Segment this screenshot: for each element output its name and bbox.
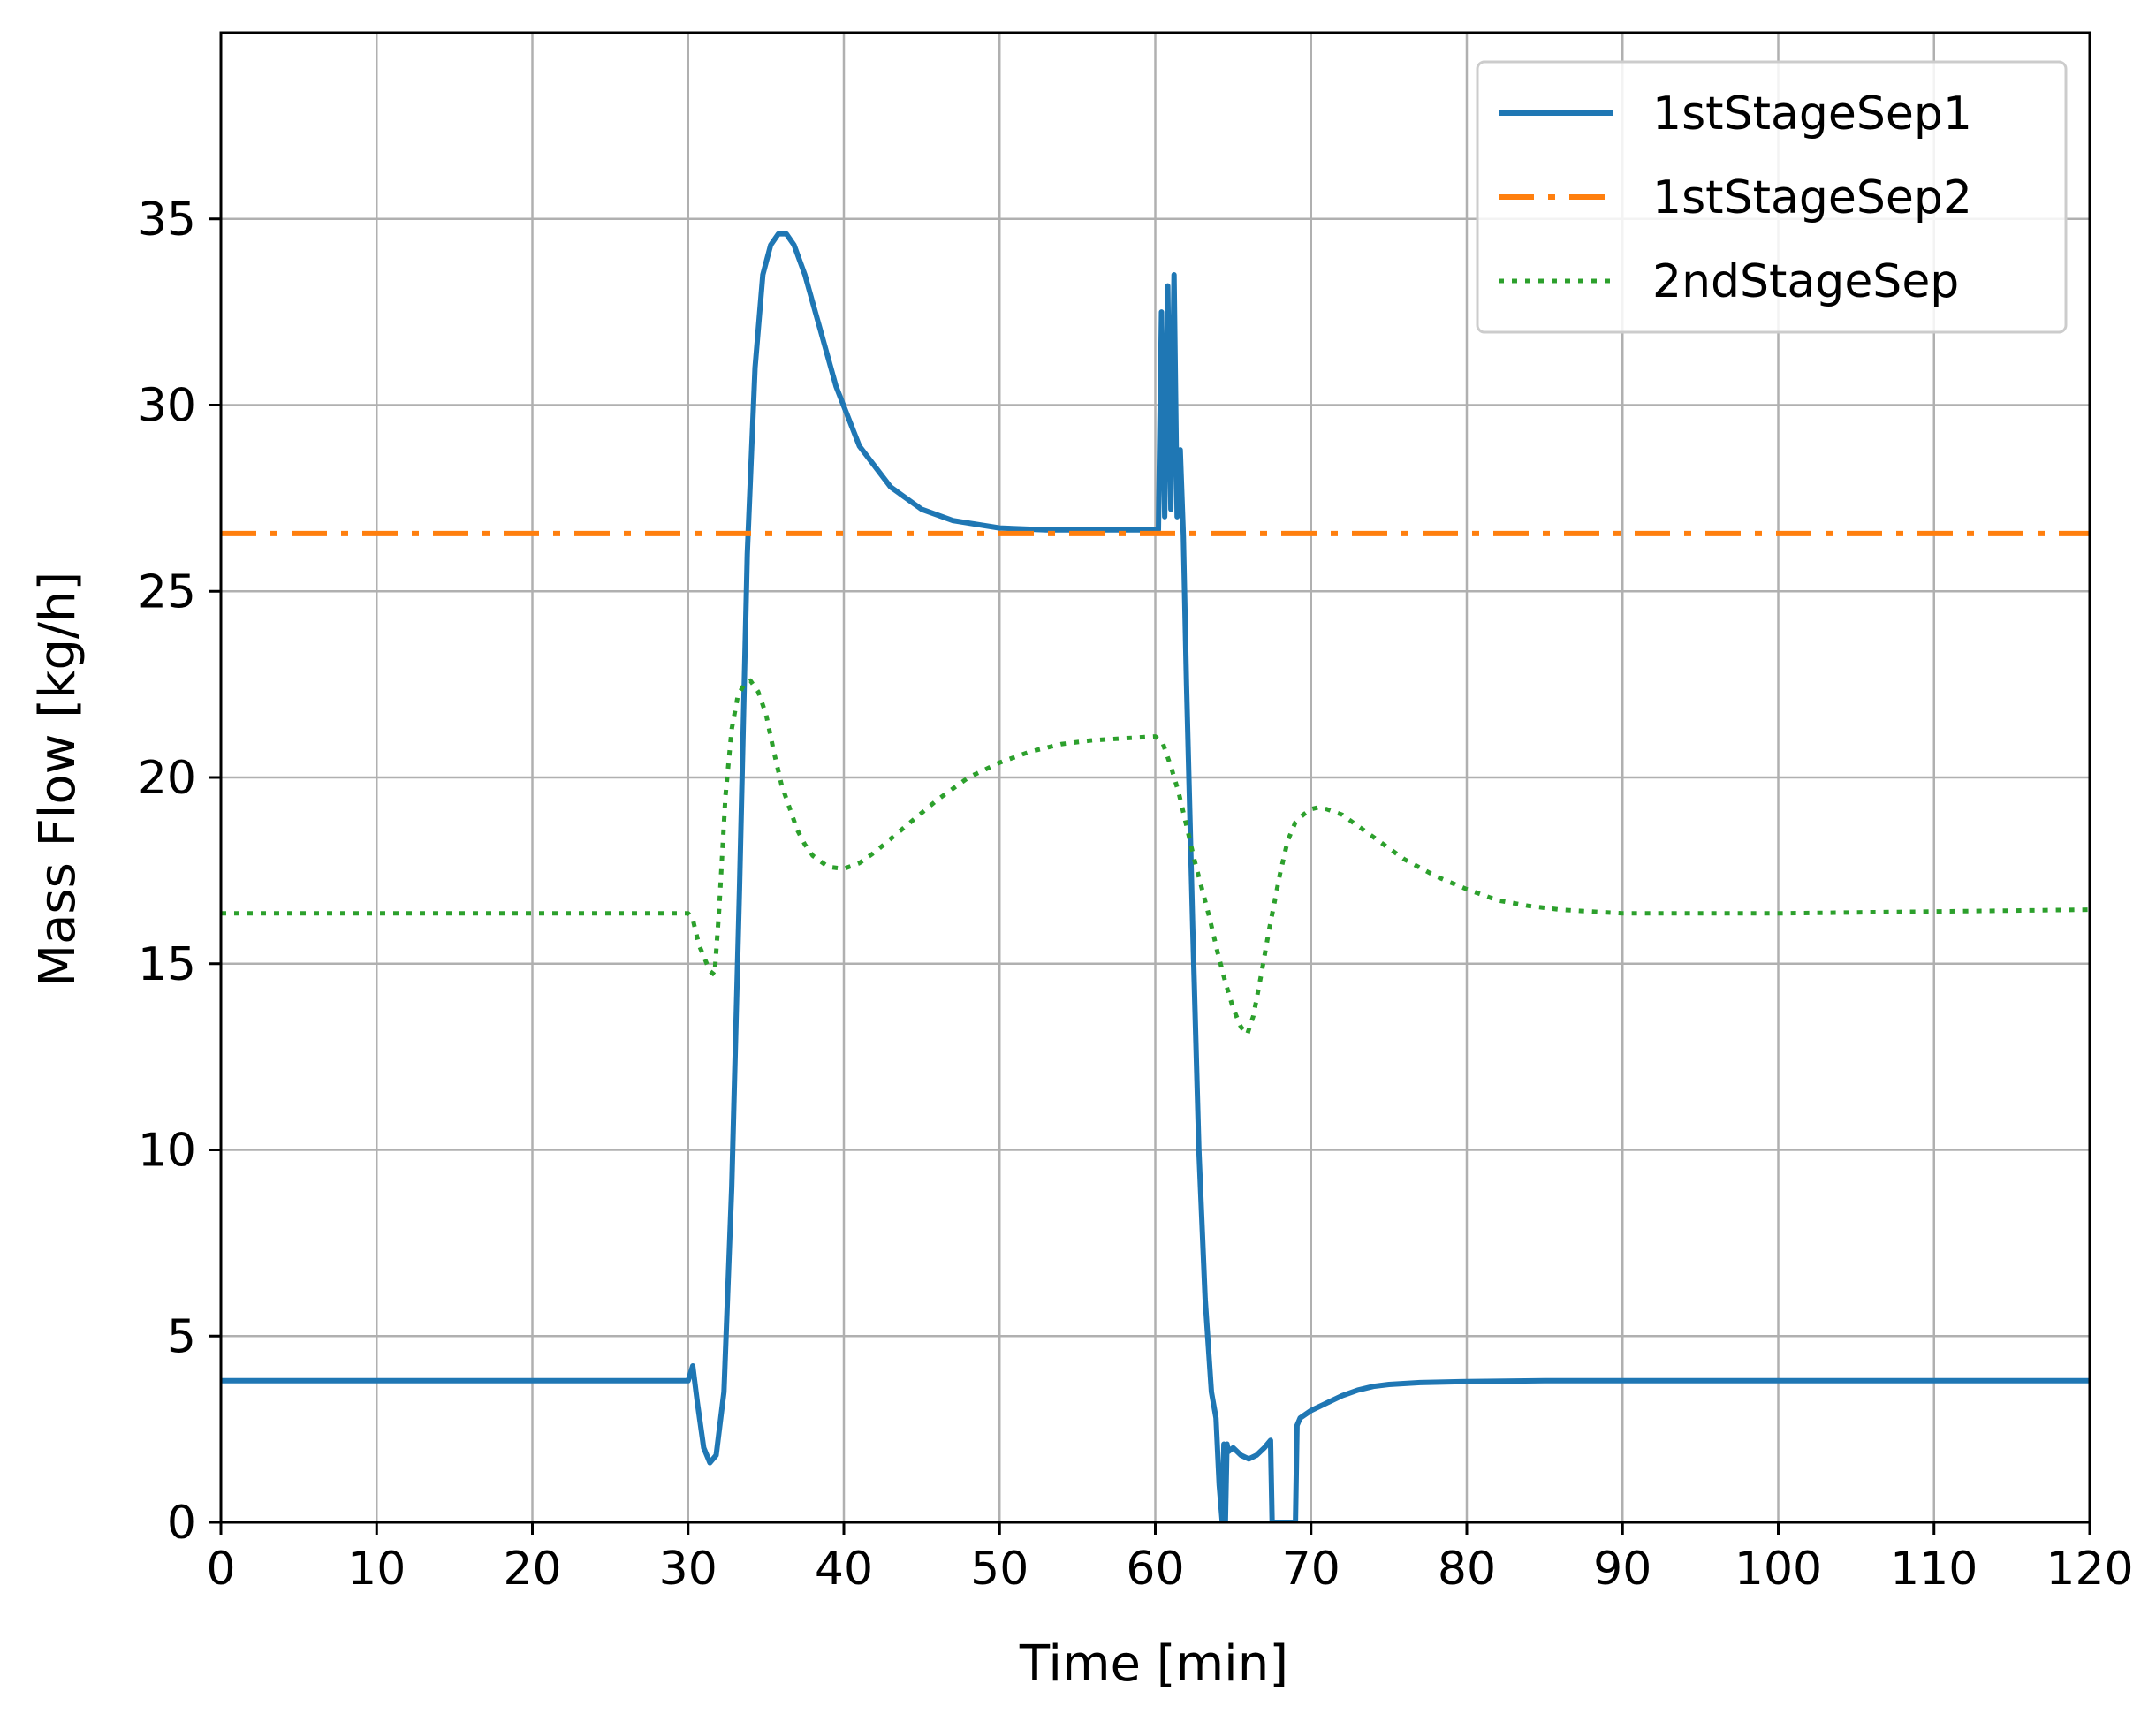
x-tick-label: 120 bbox=[2046, 1543, 2133, 1596]
x-tick-label: 50 bbox=[970, 1543, 1029, 1596]
series-layer bbox=[221, 231, 2090, 1522]
legend-box bbox=[1476, 60, 2068, 334]
x-tick-label: 80 bbox=[1438, 1543, 1496, 1596]
x-tick-label: 20 bbox=[503, 1543, 561, 1596]
x-tick-label: 10 bbox=[347, 1543, 406, 1596]
grid-layer bbox=[219, 33, 2091, 1524]
legend: 1stStageSep1 1stStageSep2 2ndStageSep bbox=[1476, 60, 2068, 334]
x-tick-label: 110 bbox=[1890, 1543, 1978, 1596]
x-axis-label: Time [min] bbox=[1019, 1635, 1288, 1693]
y-tick-label: 0 bbox=[167, 1497, 196, 1550]
x-tick-label: 100 bbox=[1735, 1543, 1822, 1596]
x-tick-label: 30 bbox=[659, 1543, 717, 1596]
legend-label: 1stStageSep1 bbox=[1652, 87, 1972, 140]
series-line-1stStageSep1 bbox=[221, 231, 2090, 1522]
x-tick-label: 0 bbox=[206, 1543, 235, 1596]
y-tick-label: 30 bbox=[138, 380, 196, 433]
x-tick-label: 90 bbox=[1593, 1543, 1651, 1596]
y-tick-label: 20 bbox=[138, 752, 196, 805]
y-tick-label: 15 bbox=[138, 938, 196, 991]
legend-label: 2ndStageSep bbox=[1652, 255, 1959, 308]
y-tick-label: 5 bbox=[167, 1310, 196, 1363]
tick-layer: 0 10 20 30 40 50 60 70 80 90 100 110 120 0 5 10 15 20 25 30… bbox=[138, 193, 2134, 1596]
y-tick-label: 35 bbox=[138, 193, 196, 246]
x-tick-label: 70 bbox=[1282, 1543, 1340, 1596]
y-axis-label: Mass Flow [kg/h] bbox=[29, 572, 87, 987]
x-tick-label: 60 bbox=[1126, 1543, 1184, 1596]
y-tick-label: 10 bbox=[138, 1125, 196, 1178]
y-tick-label: 25 bbox=[138, 565, 196, 618]
x-tick-label: 40 bbox=[815, 1543, 873, 1596]
legend-label: 1stStageSep2 bbox=[1652, 171, 1972, 224]
